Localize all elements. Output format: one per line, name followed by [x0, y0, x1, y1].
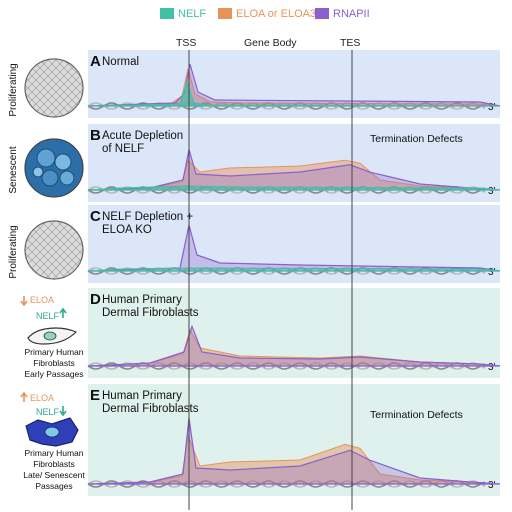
three-prime-label: 3'	[488, 102, 496, 113]
arrow-eloa-down: ELOA	[20, 295, 54, 307]
caption-d-line3: Early Passages	[24, 369, 83, 379]
senescent-fibroblast-icon	[25, 417, 79, 447]
panel-letter: A	[90, 53, 101, 70]
gene-body-header: Gene Body	[244, 37, 297, 49]
signal-profiles	[87, 324, 501, 367]
panel-title-line: NELF Depletion +	[102, 211, 193, 223]
side-label-c: Proliferating	[8, 225, 19, 278]
legend-label-rnapii: RNAPII	[333, 8, 370, 20]
three-prime-label: 3'	[488, 267, 496, 278]
senescent-cell-cluster-icon	[24, 138, 84, 198]
legend-label-eloa: ELOA or ELOA3	[236, 8, 316, 20]
arrow-label-nelf-d: NELF	[36, 311, 60, 321]
arrow-label-eloa-e: ELOA	[30, 393, 54, 403]
legend-item-rnapii: RNAPII	[315, 8, 370, 20]
termination-defects-label: Termination Defects	[370, 409, 463, 421]
legend-label-nelf: NELF	[178, 8, 206, 20]
arrow-label-eloa-d: ELOA	[30, 295, 54, 305]
panel-title-line: Normal	[102, 56, 139, 68]
nelf-profile	[87, 80, 501, 107]
three-prime-label: 3'	[488, 480, 496, 491]
panel-title-line: ELOA KO	[102, 224, 152, 236]
caption-d-line1: Primary Human	[24, 347, 83, 357]
signal-profiles	[87, 64, 501, 107]
legend-swatch-rnapii	[315, 8, 329, 19]
caption-d-line2: Fibroblasts	[33, 358, 75, 368]
signal-profiles	[87, 417, 501, 485]
caption-e-line2: Fibroblasts	[33, 459, 75, 469]
termination-defects-label: Termination Defects	[370, 133, 463, 145]
legend: NELF ELOA or ELOA3 RNAPII	[160, 8, 370, 20]
arrow-nelf-up: NELF	[36, 307, 67, 321]
arrow-nelf-down: NELF	[36, 406, 67, 417]
panel-letter: C	[90, 208, 101, 225]
legend-swatch-nelf	[160, 8, 174, 19]
early-fibroblast-icon	[27, 327, 78, 345]
nelf-profile	[87, 267, 501, 272]
tes-header: TES	[340, 37, 360, 49]
side-label-b: Senescent	[8, 146, 19, 193]
tss-header: TSS	[176, 37, 196, 49]
proliferating-cell-cluster-icon	[24, 58, 84, 118]
three-prime-label: 3'	[488, 186, 496, 197]
side-label-a: Proliferating	[8, 63, 19, 116]
panel-background	[88, 384, 500, 496]
rnapii-profile	[87, 417, 501, 485]
panel-title-line: Human Primary	[102, 390, 182, 402]
signal-profiles	[87, 149, 501, 191]
panel-letter: D	[90, 291, 101, 308]
arrow-eloa-up: ELOA	[20, 391, 54, 403]
three-prime-label: 3'	[488, 362, 496, 373]
panel-letter: E	[90, 387, 100, 404]
panel-title-line: of NELF	[102, 143, 144, 155]
panel-a: 3' A Normal	[87, 50, 501, 118]
panel-title-line: Human Primary	[102, 294, 182, 306]
panel-title-line: Dermal Fibroblasts	[102, 307, 199, 319]
signal-profiles	[87, 224, 501, 272]
panel-title-line: Dermal Fibroblasts	[102, 403, 199, 415]
left-column: Proliferating Senescent Proliferating EL…	[8, 58, 85, 491]
panel-letter: B	[90, 127, 101, 144]
caption-e-line3: Late/ Senescent	[23, 470, 85, 480]
caption-e-line4: Passages	[35, 481, 72, 491]
legend-swatch-eloa	[218, 8, 232, 19]
panel-title-line: Acute Depletion	[102, 130, 183, 142]
arrow-label-nelf-e: NELF	[36, 407, 60, 417]
legend-item-eloa: ELOA or ELOA3	[218, 8, 316, 20]
legend-item-nelf: NELF	[160, 8, 206, 20]
proliferating-cell-cluster-icon	[24, 220, 84, 280]
nelf-profile	[87, 185, 501, 191]
rnapii-profile	[87, 324, 501, 367]
caption-e-line1: Primary Human	[24, 448, 83, 458]
panel-c: 3' C NELF Depletion +ELOA KO	[87, 205, 501, 283]
